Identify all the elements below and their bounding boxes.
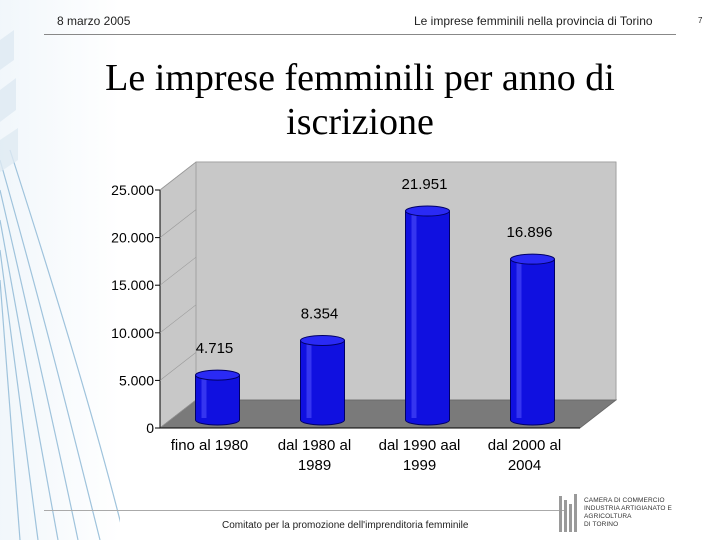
bar-top (195, 369, 240, 381)
y-grid-diagonal (159, 304, 197, 334)
footer-text: Comitato per la promozione dell'imprendi… (222, 520, 469, 531)
bar-highlight (411, 215, 417, 418)
y-tick-label: 15.000 (111, 277, 154, 293)
x-tick-label-line2: 1989 (298, 457, 331, 474)
y-grid-diagonal (159, 209, 197, 238)
logo-text: CAMERA DI COMMERCIO INDUSTRIA ARTIGIANAT… (584, 497, 720, 529)
y-tick-label: 25.000 (111, 182, 154, 198)
y-tick-label: 0 (146, 420, 154, 436)
x-tick-label: fino al 1980 (171, 437, 249, 454)
y-tick-label: 10.000 (111, 325, 154, 341)
bar-top (405, 205, 450, 217)
y-grid-diagonal (159, 161, 197, 191)
header-date: 8 marzo 2005 (57, 14, 131, 28)
bar-top (510, 253, 555, 265)
logo-line2: INDUSTRIA ARTIGIANATO E AGRICOLTURA (584, 505, 672, 520)
y-grid-diagonal (159, 256, 197, 286)
bar-highlight (516, 263, 522, 418)
y-tick-label: 20.000 (111, 230, 154, 246)
x-tick-label: dal 1990 aal (379, 437, 461, 454)
page-number: 7 (698, 16, 703, 25)
y-grid-diagonal (159, 352, 197, 381)
logo-line3: DI TORINO (584, 521, 619, 528)
data-label: 8.354 (301, 305, 339, 322)
header-rule (44, 34, 676, 35)
slide-title: Le imprese femminili per anno di iscrizi… (70, 56, 650, 144)
y-grid-diagonal (159, 399, 197, 429)
y-tick-label: 5.000 (119, 372, 154, 388)
header-title: Le imprese femminili nella provincia di … (414, 14, 653, 28)
data-label: 21.951 (402, 176, 448, 193)
decorative-side-stripes (0, 0, 120, 540)
x-tick-label-line2: 1999 (403, 457, 436, 474)
data-label: 4.715 (196, 340, 234, 357)
x-tick-label: dal 1980 al (278, 437, 351, 454)
slide-title-line1: Le imprese femminili per anno di (105, 57, 615, 99)
footer-rule (44, 510, 564, 511)
x-tick-label: dal 2000 al (488, 437, 561, 454)
logo-line1: CAMERA DI COMMERCIO (584, 497, 665, 504)
slide-title-line2: iscrizione (286, 101, 434, 143)
chamber-of-commerce-logo (559, 494, 577, 532)
bar-highlight (306, 344, 312, 418)
bar-top (300, 334, 345, 346)
data-label: 16.896 (507, 224, 553, 241)
bar-highlight (201, 379, 207, 418)
x-tick-label-line2: 2004 (508, 457, 541, 474)
